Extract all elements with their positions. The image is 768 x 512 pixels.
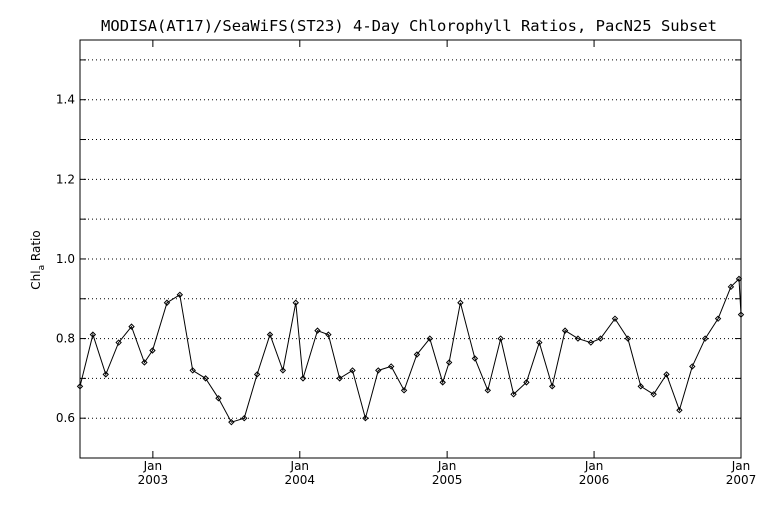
y-axis-ticks: 0.6 0.8 1.0 1.2 1.4	[56, 59, 741, 425]
data-point	[689, 363, 696, 370]
x-tick-year-label: 2006	[579, 473, 610, 487]
data-point	[587, 339, 595, 346]
x-tick-year-label: 2004	[285, 473, 316, 487]
data-point	[336, 375, 343, 382]
data-point	[325, 331, 332, 338]
y-tick-label: 0.6	[56, 411, 75, 425]
data-series	[76, 275, 745, 426]
data-point	[611, 315, 619, 322]
data-point	[471, 355, 479, 362]
data-point	[279, 367, 287, 374]
data-point	[497, 335, 504, 342]
data-point	[426, 335, 434, 342]
plot-frame	[79, 39, 742, 459]
data-point	[375, 367, 382, 374]
data-point	[253, 371, 261, 378]
data-point	[523, 379, 530, 386]
data-point	[387, 363, 395, 370]
y-tick-label: 1.0	[56, 252, 75, 266]
data-point	[445, 359, 453, 366]
data-point	[102, 371, 109, 378]
y-axis-label-main: Chl	[29, 270, 43, 289]
data-point	[241, 414, 248, 422]
x-tick-year-label: 2007	[726, 473, 757, 487]
x-tick-month-label: Jan	[290, 459, 310, 473]
data-point	[574, 335, 582, 342]
data-point	[189, 367, 196, 374]
data-point	[663, 371, 670, 378]
data-point	[439, 379, 446, 386]
data-point	[727, 283, 735, 291]
data-point	[299, 375, 307, 382]
data-point	[561, 327, 569, 334]
data-point	[362, 414, 369, 422]
x-tick-month-label: Jan	[584, 459, 604, 473]
data-point	[128, 323, 135, 330]
data-point	[413, 351, 421, 358]
data-point	[349, 367, 356, 374]
data-point	[292, 299, 299, 306]
y-tick-label: 1.4	[56, 93, 75, 107]
data-point	[141, 359, 148, 366]
data-point	[714, 315, 722, 322]
data-point	[314, 327, 321, 334]
y-axis-label-tail: Ratio	[29, 230, 43, 265]
x-tick-month-label: Jan	[143, 459, 163, 473]
x-tick-year-label: 2005	[432, 473, 463, 487]
data-point	[115, 339, 122, 346]
x-tick-year-label: 2003	[138, 473, 169, 487]
data-point	[215, 395, 222, 402]
data-point	[163, 299, 171, 306]
data-point	[510, 391, 517, 398]
data-point	[637, 383, 644, 390]
data-point	[701, 335, 709, 342]
data-point	[650, 391, 657, 398]
y-tick-label: 0.8	[56, 332, 75, 346]
x-tick-month-label: Jan	[437, 459, 457, 473]
data-point	[266, 331, 274, 338]
y-tick-label: 1.2	[56, 172, 75, 186]
grid-lines	[80, 59, 741, 419]
data-point	[536, 339, 543, 346]
y-axis-label-sub: a	[37, 265, 47, 271]
data-point	[202, 375, 209, 382]
data-point	[400, 387, 408, 394]
chart-title: MODISA(AT17)/SeaWiFS(ST23) 4-Day Chlorop…	[101, 17, 717, 35]
data-point	[484, 387, 491, 394]
x-tick-month-label: Jan	[731, 459, 751, 473]
y-axis-label: Chla Ratio	[29, 230, 47, 289]
data-point	[228, 418, 235, 426]
data-point	[89, 331, 97, 338]
data-point	[176, 291, 184, 298]
data-point	[676, 407, 683, 414]
data-point	[149, 347, 156, 354]
data-point	[548, 383, 556, 390]
data-point	[624, 335, 632, 342]
data-point	[457, 299, 464, 306]
series-line	[79, 277, 742, 423]
data-point	[597, 335, 604, 342]
